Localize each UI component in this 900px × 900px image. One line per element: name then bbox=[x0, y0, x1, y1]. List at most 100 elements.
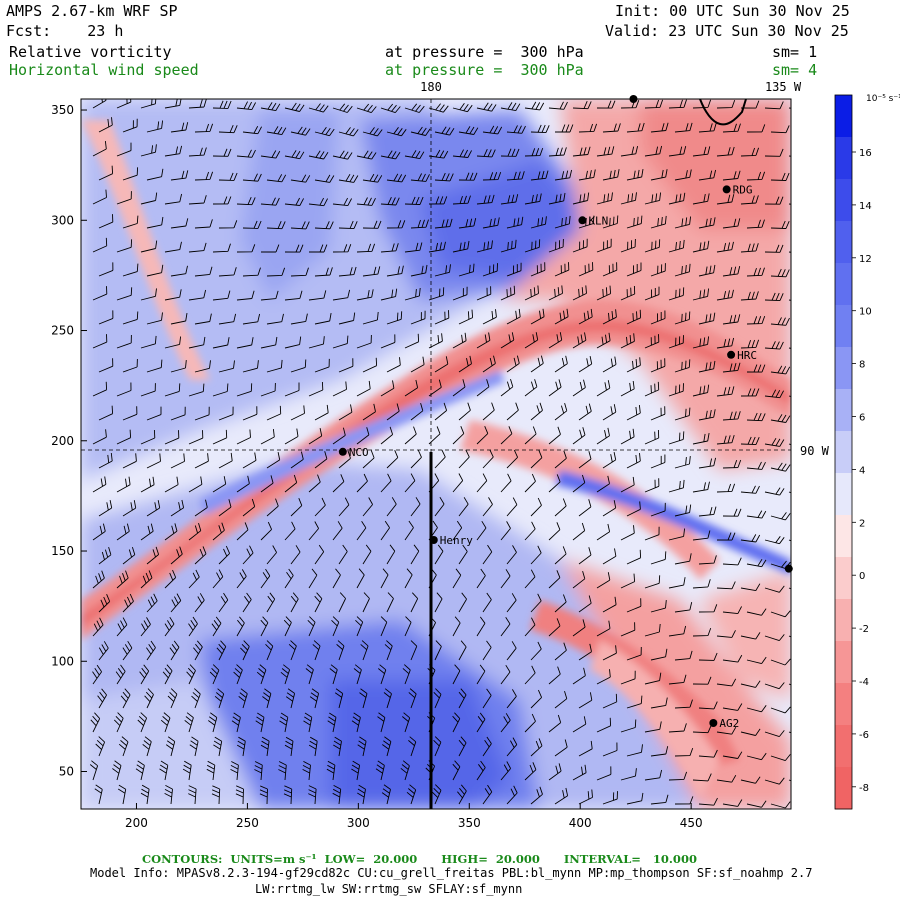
wind-barb bbox=[572, 238, 588, 253]
wind-barb bbox=[230, 761, 239, 781]
wind-barb bbox=[236, 736, 246, 757]
wind-barb bbox=[194, 219, 213, 229]
wind-barb bbox=[644, 145, 663, 157]
wind-barb bbox=[314, 451, 328, 469]
wind-barb bbox=[458, 172, 478, 181]
wind-barb bbox=[142, 736, 152, 757]
colorbar-tick-label: -8 bbox=[859, 783, 869, 794]
wind-barb bbox=[188, 195, 207, 205]
wind-barb bbox=[139, 664, 150, 685]
wind-barb bbox=[314, 126, 335, 137]
wind-barb bbox=[362, 127, 383, 137]
wind-barb bbox=[290, 126, 311, 136]
wind-barb bbox=[242, 592, 252, 613]
wind-barb bbox=[740, 147, 760, 157]
wind-barb bbox=[596, 100, 616, 109]
wind-barb bbox=[314, 404, 329, 421]
wind-barb bbox=[404, 520, 414, 541]
wind-barb bbox=[746, 705, 767, 713]
wind-barb bbox=[548, 426, 561, 445]
wind-barb bbox=[410, 544, 420, 565]
wind-barb bbox=[266, 498, 279, 517]
wind-barb bbox=[620, 285, 636, 301]
wind-barb bbox=[332, 785, 342, 805]
wind-barb bbox=[308, 568, 318, 589]
wind-barb bbox=[98, 262, 114, 277]
wind-barb bbox=[338, 544, 348, 565]
wind-barb bbox=[92, 664, 102, 685]
wind-barb bbox=[431, 784, 442, 805]
wind-barb bbox=[218, 360, 235, 373]
wind-barb bbox=[170, 313, 188, 325]
wind-barb bbox=[260, 429, 275, 445]
wind-barb bbox=[338, 127, 359, 137]
wind-barb bbox=[308, 290, 327, 301]
wind-barb bbox=[482, 497, 493, 517]
wind-barb bbox=[740, 436, 760, 446]
wind-barb bbox=[650, 648, 668, 661]
colorbar-segment bbox=[835, 347, 852, 390]
wind-barb bbox=[674, 311, 691, 325]
wind-barb bbox=[290, 592, 299, 613]
wind-barb bbox=[722, 654, 743, 663]
wind-barb bbox=[284, 102, 305, 112]
wind-barb bbox=[290, 267, 309, 277]
station-marker bbox=[784, 564, 793, 573]
wind-barb bbox=[674, 216, 692, 229]
wind-barb bbox=[188, 616, 198, 637]
wind-barb bbox=[266, 174, 287, 183]
wind-barb bbox=[476, 149, 496, 158]
wind-barb bbox=[596, 669, 611, 685]
station-marker bbox=[338, 447, 347, 456]
wind-barb bbox=[740, 680, 761, 688]
wind-barb bbox=[764, 389, 784, 399]
wind-barb bbox=[788, 251, 791, 253]
wind-barb bbox=[530, 738, 543, 757]
wind-barb bbox=[284, 382, 300, 397]
wind-barb bbox=[668, 723, 687, 733]
wind-barb bbox=[170, 546, 183, 565]
wind-barb bbox=[524, 426, 537, 445]
wind-barb bbox=[620, 145, 639, 157]
wind-barb bbox=[746, 461, 766, 470]
wind-barb bbox=[764, 730, 785, 738]
wind-barb bbox=[506, 308, 521, 325]
wind-barb bbox=[236, 569, 247, 589]
wind-barb bbox=[122, 500, 137, 517]
wind-barb bbox=[380, 288, 398, 301]
wind-barb bbox=[193, 640, 203, 661]
wind-barb bbox=[596, 238, 612, 253]
wind-barb bbox=[795, 612, 814, 618]
wind-barb bbox=[356, 427, 370, 445]
wind-barb bbox=[211, 785, 221, 805]
wind-barb bbox=[722, 703, 743, 711]
wind-barb bbox=[167, 688, 178, 709]
station-label: RDG bbox=[733, 183, 753, 196]
contours-info: CONTOURS: UNITS=m s⁻¹ LOW= 20.000 HIGH= … bbox=[142, 852, 697, 866]
wind-barb bbox=[650, 794, 669, 805]
wind-barb bbox=[764, 585, 785, 593]
wind-barb bbox=[188, 147, 207, 157]
wind-barb bbox=[146, 453, 161, 469]
wind-barb bbox=[457, 784, 467, 805]
wind-barb bbox=[788, 635, 791, 638]
wind-barb bbox=[146, 359, 163, 373]
wind-barb bbox=[788, 731, 791, 734]
wind-barb bbox=[434, 356, 449, 373]
wind-barb bbox=[555, 124, 574, 133]
wind-barb bbox=[284, 150, 305, 160]
wind-barb bbox=[764, 244, 784, 253]
wind-barb bbox=[795, 514, 814, 521]
wind-barb bbox=[626, 549, 642, 565]
wind-barb bbox=[164, 569, 177, 589]
wind-barb bbox=[770, 220, 790, 229]
wind-barb bbox=[626, 169, 644, 181]
wind-barb bbox=[113, 712, 124, 733]
wind-barb bbox=[626, 309, 642, 325]
wind-barb bbox=[692, 193, 710, 205]
wind-barb bbox=[90, 712, 101, 733]
wind-barb bbox=[170, 406, 186, 421]
wind-barb bbox=[716, 630, 736, 638]
wind-barb bbox=[146, 216, 164, 229]
wind-barb bbox=[169, 640, 180, 661]
